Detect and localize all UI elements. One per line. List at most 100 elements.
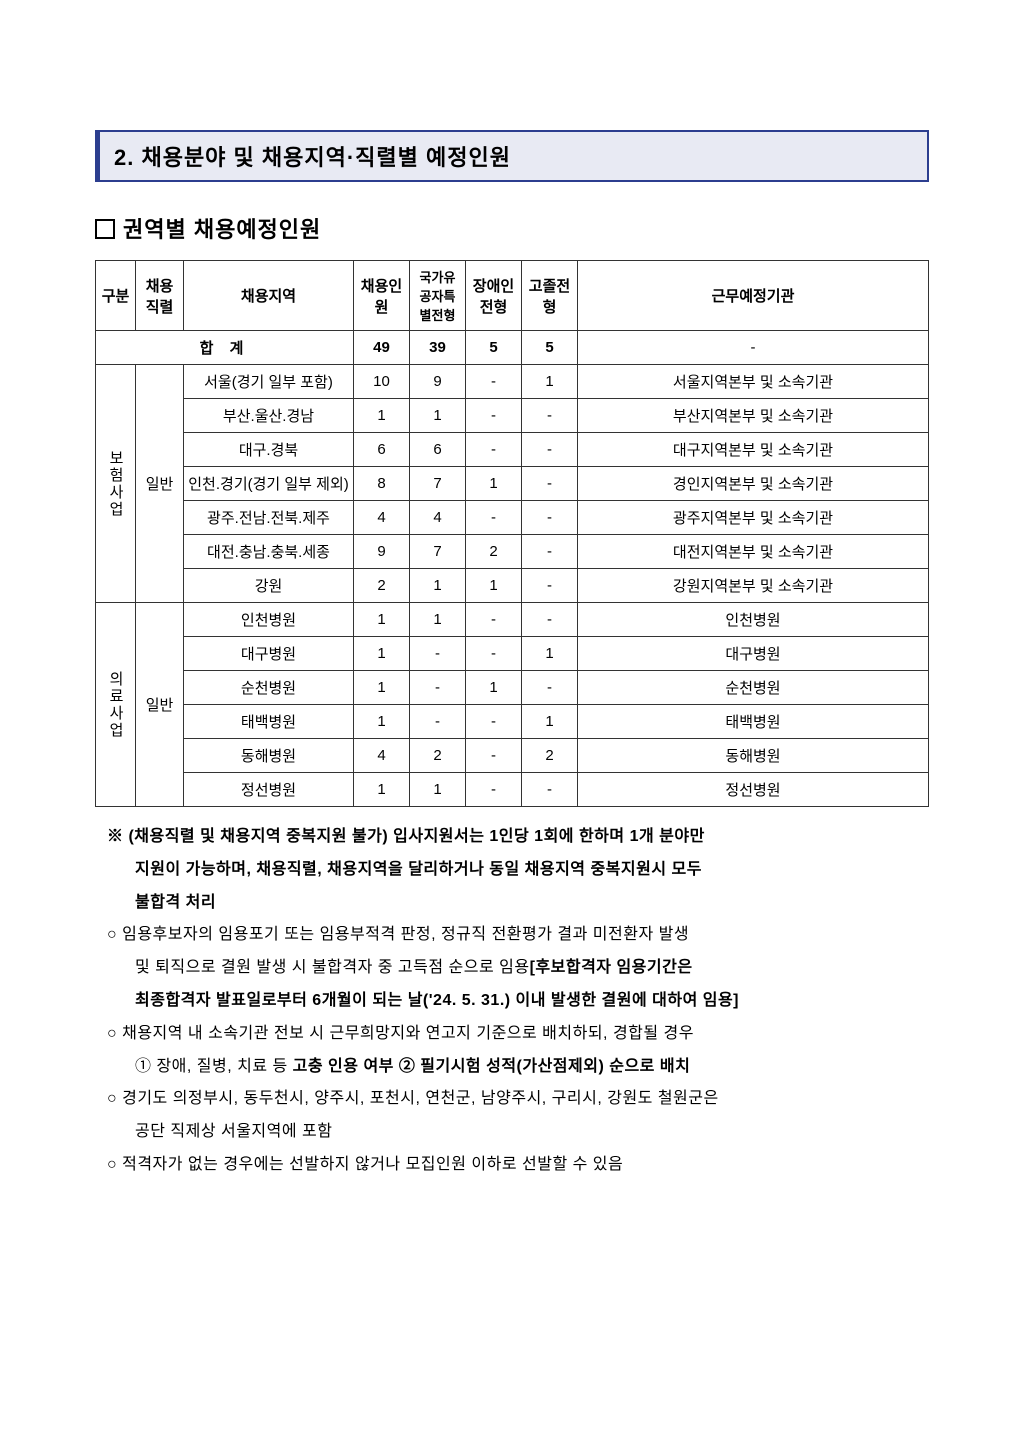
cell-count: 4 [354,501,410,535]
th-region: 채용지역 [184,261,354,331]
section-title: 2. 채용분야 및 채용지역·직렬별 예정인원 [114,145,511,170]
cell-hs: 1 [522,637,578,671]
cell-merit: 1 [410,569,466,603]
cell-merit: 1 [410,773,466,807]
cell-workplace: 동해병원 [578,739,929,773]
group-name: 의료사업 [96,603,136,807]
total-count: 49 [354,331,410,365]
cell-hs: - [522,569,578,603]
th-gubun: 구분 [96,261,136,331]
note-line: ○ 임용후보자의 임용포기 또는 임용부적격 판정, 정규직 전환평가 결과 미… [107,919,929,952]
cell-merit: 4 [410,501,466,535]
cell-region: 태백병원 [184,705,354,739]
cell-merit: - [410,705,466,739]
cell-hs: - [522,501,578,535]
note-line: ○ 적격자가 없는 경우에는 선발하지 않거나 모집인원 이하로 선발할 수 있… [107,1149,929,1182]
note-line: 불합격 처리 [107,887,929,920]
cell-region: 인천병원 [184,603,354,637]
cell-count: 1 [354,705,410,739]
total-row: 합 계 49 39 5 5 - [96,331,929,365]
cell-disabled: 1 [466,671,522,705]
cell-workplace: 대전지역본부 및 소속기관 [578,535,929,569]
group-jik: 일반 [136,603,184,807]
table-row: 강원211-강원지역본부 및 소속기관 [96,569,929,603]
notes-block: ※ (채용직렬 및 채용지역 중복지원 불가) 입사지원서는 1인당 1회에 한… [95,821,929,1182]
section-header: 2. 채용분야 및 채용지역·직렬별 예정인원 [95,130,929,182]
sub-title: 권역별 채용예정인원 [95,212,929,244]
cell-hs: - [522,535,578,569]
cell-region: 정선병원 [184,773,354,807]
table-row: 태백병원1--1태백병원 [96,705,929,739]
cell-merit: - [410,637,466,671]
cell-merit: 1 [410,603,466,637]
header-row: 구분 채용직렬 채용지역 채용인원 국가유공자특별전형 장애인전형 고졸전형 근… [96,261,929,331]
cell-disabled: 1 [466,569,522,603]
cell-hs: - [522,603,578,637]
note-text-bold: 고충 인용 여부 ② 필기시험 성적(가산점제외) 순으로 배치 [293,1058,691,1075]
cell-hs: - [522,467,578,501]
cell-count: 1 [354,671,410,705]
cell-workplace: 순천병원 [578,671,929,705]
cell-region: 대구.경북 [184,433,354,467]
sub-title-text: 권역별 채용예정인원 [123,217,321,242]
cell-count: 2 [354,569,410,603]
cell-hs: 1 [522,705,578,739]
cell-region: 강원 [184,569,354,603]
th-disabled: 장애인전형 [466,261,522,331]
cell-count: 6 [354,433,410,467]
cell-merit: 6 [410,433,466,467]
total-workplace: - [578,331,929,365]
cell-workplace: 강원지역본부 및 소속기관 [578,569,929,603]
cell-workplace: 태백병원 [578,705,929,739]
cell-region: 서울(경기 일부 포함) [184,365,354,399]
table-row: 정선병원11--정선병원 [96,773,929,807]
cell-workplace: 정선병원 [578,773,929,807]
note-line: ① 장애, 질병, 치료 등 고충 인용 여부 ② 필기시험 성적(가산점제외)… [107,1051,929,1084]
note-text: 및 퇴직으로 결원 발생 시 불합격자 중 고득점 순으로 임용 [135,959,530,976]
cell-merit: 1 [410,399,466,433]
note-line: 최종합격자 발표일로부터 6개월이 되는 날('24. 5. 31.) 이내 발… [107,985,929,1018]
total-disabled: 5 [466,331,522,365]
cell-hs: - [522,433,578,467]
cell-count: 4 [354,739,410,773]
note-line: 공단 직제상 서울지역에 포함 [107,1116,929,1149]
cell-disabled: 1 [466,467,522,501]
note-line: ○ 경기도 의정부시, 동두천시, 양주시, 포천시, 연천군, 남양주시, 구… [107,1083,929,1116]
cell-disabled: - [466,739,522,773]
checkbox-icon [95,219,115,239]
total-hs: 5 [522,331,578,365]
note-line: ※ (채용직렬 및 채용지역 중복지원 불가) 입사지원서는 1인당 1회에 한… [107,821,929,854]
total-label: 합 계 [96,331,354,365]
cell-merit: 9 [410,365,466,399]
cell-region: 대전.충남.충북.세종 [184,535,354,569]
cell-count: 9 [354,535,410,569]
note-text-bold: [후보합격자 임용기간은 [530,959,693,976]
cell-count: 1 [354,603,410,637]
table-row: 동해병원42-2동해병원 [96,739,929,773]
table-row: 인천.경기(경기 일부 제외)871-경인지역본부 및 소속기관 [96,467,929,501]
cell-hs: 1 [522,365,578,399]
cell-region: 순천병원 [184,671,354,705]
cell-region: 인천.경기(경기 일부 제외) [184,467,354,501]
cell-region: 동해병원 [184,739,354,773]
cell-workplace: 광주지역본부 및 소속기관 [578,501,929,535]
cell-disabled: - [466,399,522,433]
cell-disabled: - [466,705,522,739]
cell-merit: 2 [410,739,466,773]
cell-disabled: - [466,433,522,467]
table-row: 순천병원1-1-순천병원 [96,671,929,705]
cell-disabled: - [466,603,522,637]
cell-workplace: 부산지역본부 및 소속기관 [578,399,929,433]
cell-hs: 2 [522,739,578,773]
table-row: 광주.전남.전북.제주44--광주지역본부 및 소속기관 [96,501,929,535]
cell-region: 광주.전남.전북.제주 [184,501,354,535]
group-jik: 일반 [136,365,184,603]
th-hs: 고졸전형 [522,261,578,331]
cell-disabled: - [466,501,522,535]
cell-workplace: 서울지역본부 및 소속기관 [578,365,929,399]
cell-disabled: - [466,773,522,807]
cell-disabled: - [466,637,522,671]
cell-workplace: 대구지역본부 및 소속기관 [578,433,929,467]
cell-merit: 7 [410,467,466,501]
recruitment-table: 구분 채용직렬 채용지역 채용인원 국가유공자특별전형 장애인전형 고졸전형 근… [95,260,929,807]
